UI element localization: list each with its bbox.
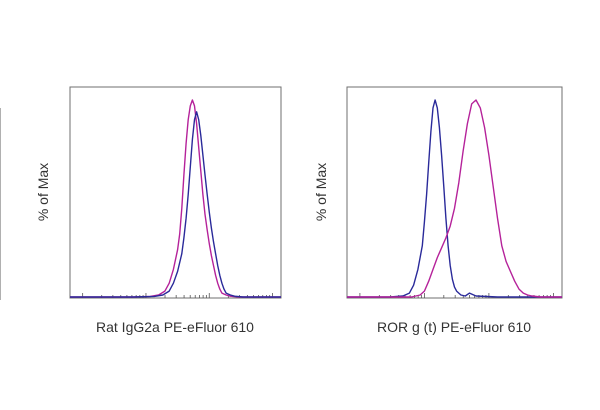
histogram-curve-left-2 <box>70 111 281 298</box>
y-axis-label-left: % of Max <box>35 163 51 221</box>
series-group-right <box>347 99 562 298</box>
plot-frame-right <box>346 86 563 299</box>
histogram-panel-left: % of Max Rat IgG2a PE-eFluor 610 <box>35 86 282 335</box>
histogram-curve-left-1 <box>70 99 281 298</box>
series-group-left <box>70 99 281 298</box>
histogram-curve-right-2 <box>347 99 562 298</box>
y-axis-label-right: % of Max <box>313 163 329 221</box>
x-axis-label-right: ROR g (t) PE-eFluor 610 <box>377 319 531 335</box>
histogram-panel-right: % of Max ROR g (t) PE-eFluor 610 <box>313 86 563 335</box>
plot-frame-left <box>69 86 282 299</box>
histogram-curve-right-1 <box>347 99 562 298</box>
x-axis-label-left: Rat IgG2a PE-eFluor 610 <box>96 319 254 335</box>
left-edge-rule <box>0 108 1 300</box>
